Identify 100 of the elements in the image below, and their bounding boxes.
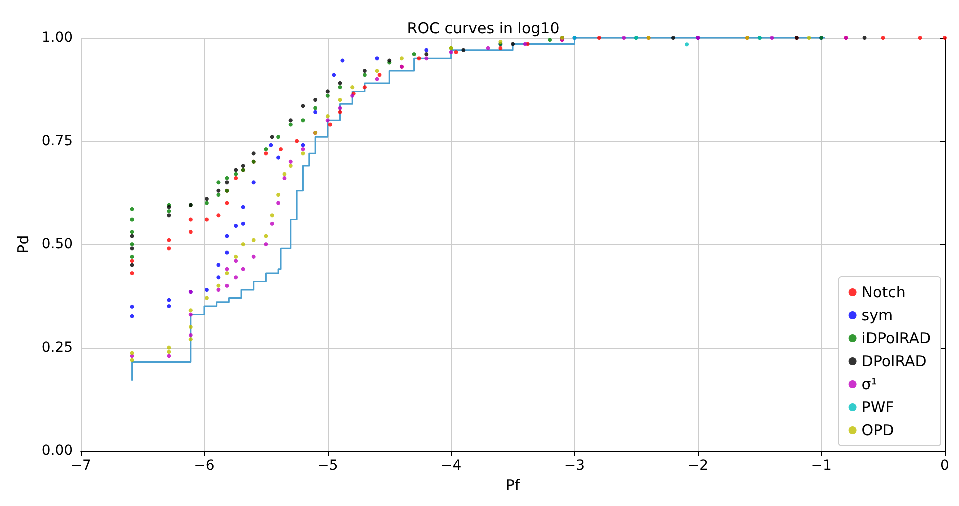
- point: [234, 168, 238, 172]
- point: [770, 36, 774, 40]
- point: [204, 288, 209, 292]
- point: [167, 298, 172, 302]
- point: [462, 48, 466, 52]
- point: [225, 176, 230, 180]
- point: [130, 263, 134, 268]
- point: [279, 148, 284, 152]
- point: [881, 36, 886, 40]
- point: [188, 338, 193, 342]
- point: [424, 52, 429, 57]
- point: [449, 50, 454, 54]
- point: [252, 152, 256, 156]
- x-axis-title: Pf: [506, 476, 521, 494]
- point: [264, 242, 268, 247]
- point: [130, 218, 134, 222]
- legend-label: OPD: [862, 422, 894, 440]
- point: [188, 325, 193, 330]
- point: [671, 36, 676, 40]
- point: [130, 358, 134, 362]
- point: [454, 50, 458, 54]
- point: [130, 207, 134, 212]
- point: [234, 176, 238, 180]
- point: [130, 271, 134, 276]
- y-tick-label: 0.75: [42, 133, 74, 150]
- y-tick-label: 0.00: [42, 443, 74, 460]
- point: [225, 284, 230, 288]
- point: [622, 36, 626, 40]
- point: [204, 296, 209, 300]
- point: [498, 46, 503, 50]
- point: [167, 210, 172, 214]
- point: [338, 110, 342, 114]
- point: [288, 122, 293, 127]
- point: [288, 118, 293, 123]
- point: [204, 201, 209, 206]
- point: [216, 288, 221, 292]
- x-tick-label: −4: [441, 458, 462, 474]
- point: [188, 230, 193, 234]
- point: [130, 259, 134, 264]
- point: [288, 164, 293, 168]
- point: [486, 46, 490, 50]
- point: [264, 152, 268, 156]
- point: [270, 135, 274, 140]
- point: [338, 106, 342, 110]
- point: [264, 148, 268, 152]
- point: [338, 86, 342, 90]
- point: [301, 148, 306, 152]
- point: [130, 304, 134, 309]
- point: [943, 36, 947, 40]
- point: [270, 222, 274, 226]
- legend-label: PWF: [862, 398, 894, 416]
- y-axis-title: Pd: [14, 235, 32, 254]
- chart-title: ROC curves in log10: [407, 20, 560, 38]
- point: [523, 42, 528, 46]
- point: [234, 172, 238, 176]
- point: [340, 58, 345, 63]
- point: [282, 176, 287, 180]
- point: [130, 254, 134, 259]
- point: [276, 135, 281, 140]
- point: [241, 205, 246, 210]
- point: [276, 201, 281, 206]
- point: [276, 156, 281, 160]
- point: [225, 201, 230, 206]
- point: [130, 351, 134, 356]
- point: [216, 276, 221, 280]
- x-tick-label: −2: [688, 458, 708, 474]
- x-tick-label: −6: [194, 458, 215, 474]
- point: [685, 42, 690, 47]
- point: [548, 38, 552, 42]
- point: [225, 271, 230, 276]
- point: [241, 164, 246, 168]
- point: [375, 69, 380, 74]
- point: [424, 56, 429, 61]
- point: [234, 259, 238, 264]
- point: [188, 333, 193, 338]
- point: [270, 214, 274, 218]
- point: [417, 56, 422, 61]
- point: [225, 267, 230, 272]
- point: [167, 346, 172, 350]
- legend-label: DPolRAD: [862, 352, 927, 370]
- point: [204, 197, 209, 202]
- point: [252, 238, 256, 242]
- point: [282, 172, 287, 176]
- point: [326, 90, 330, 94]
- legend-label: Notch: [862, 284, 906, 302]
- point: [362, 86, 367, 90]
- point: [234, 254, 238, 259]
- point: [276, 192, 281, 197]
- point: [807, 36, 812, 40]
- point: [362, 73, 367, 78]
- point: [167, 246, 172, 251]
- point: [241, 242, 246, 247]
- point: [314, 110, 318, 114]
- point: [326, 114, 330, 118]
- point: [326, 118, 330, 123]
- point: [241, 222, 246, 226]
- point: [314, 98, 318, 102]
- point: [188, 312, 193, 317]
- point: [362, 69, 367, 74]
- x-tick-label: −1: [811, 458, 832, 474]
